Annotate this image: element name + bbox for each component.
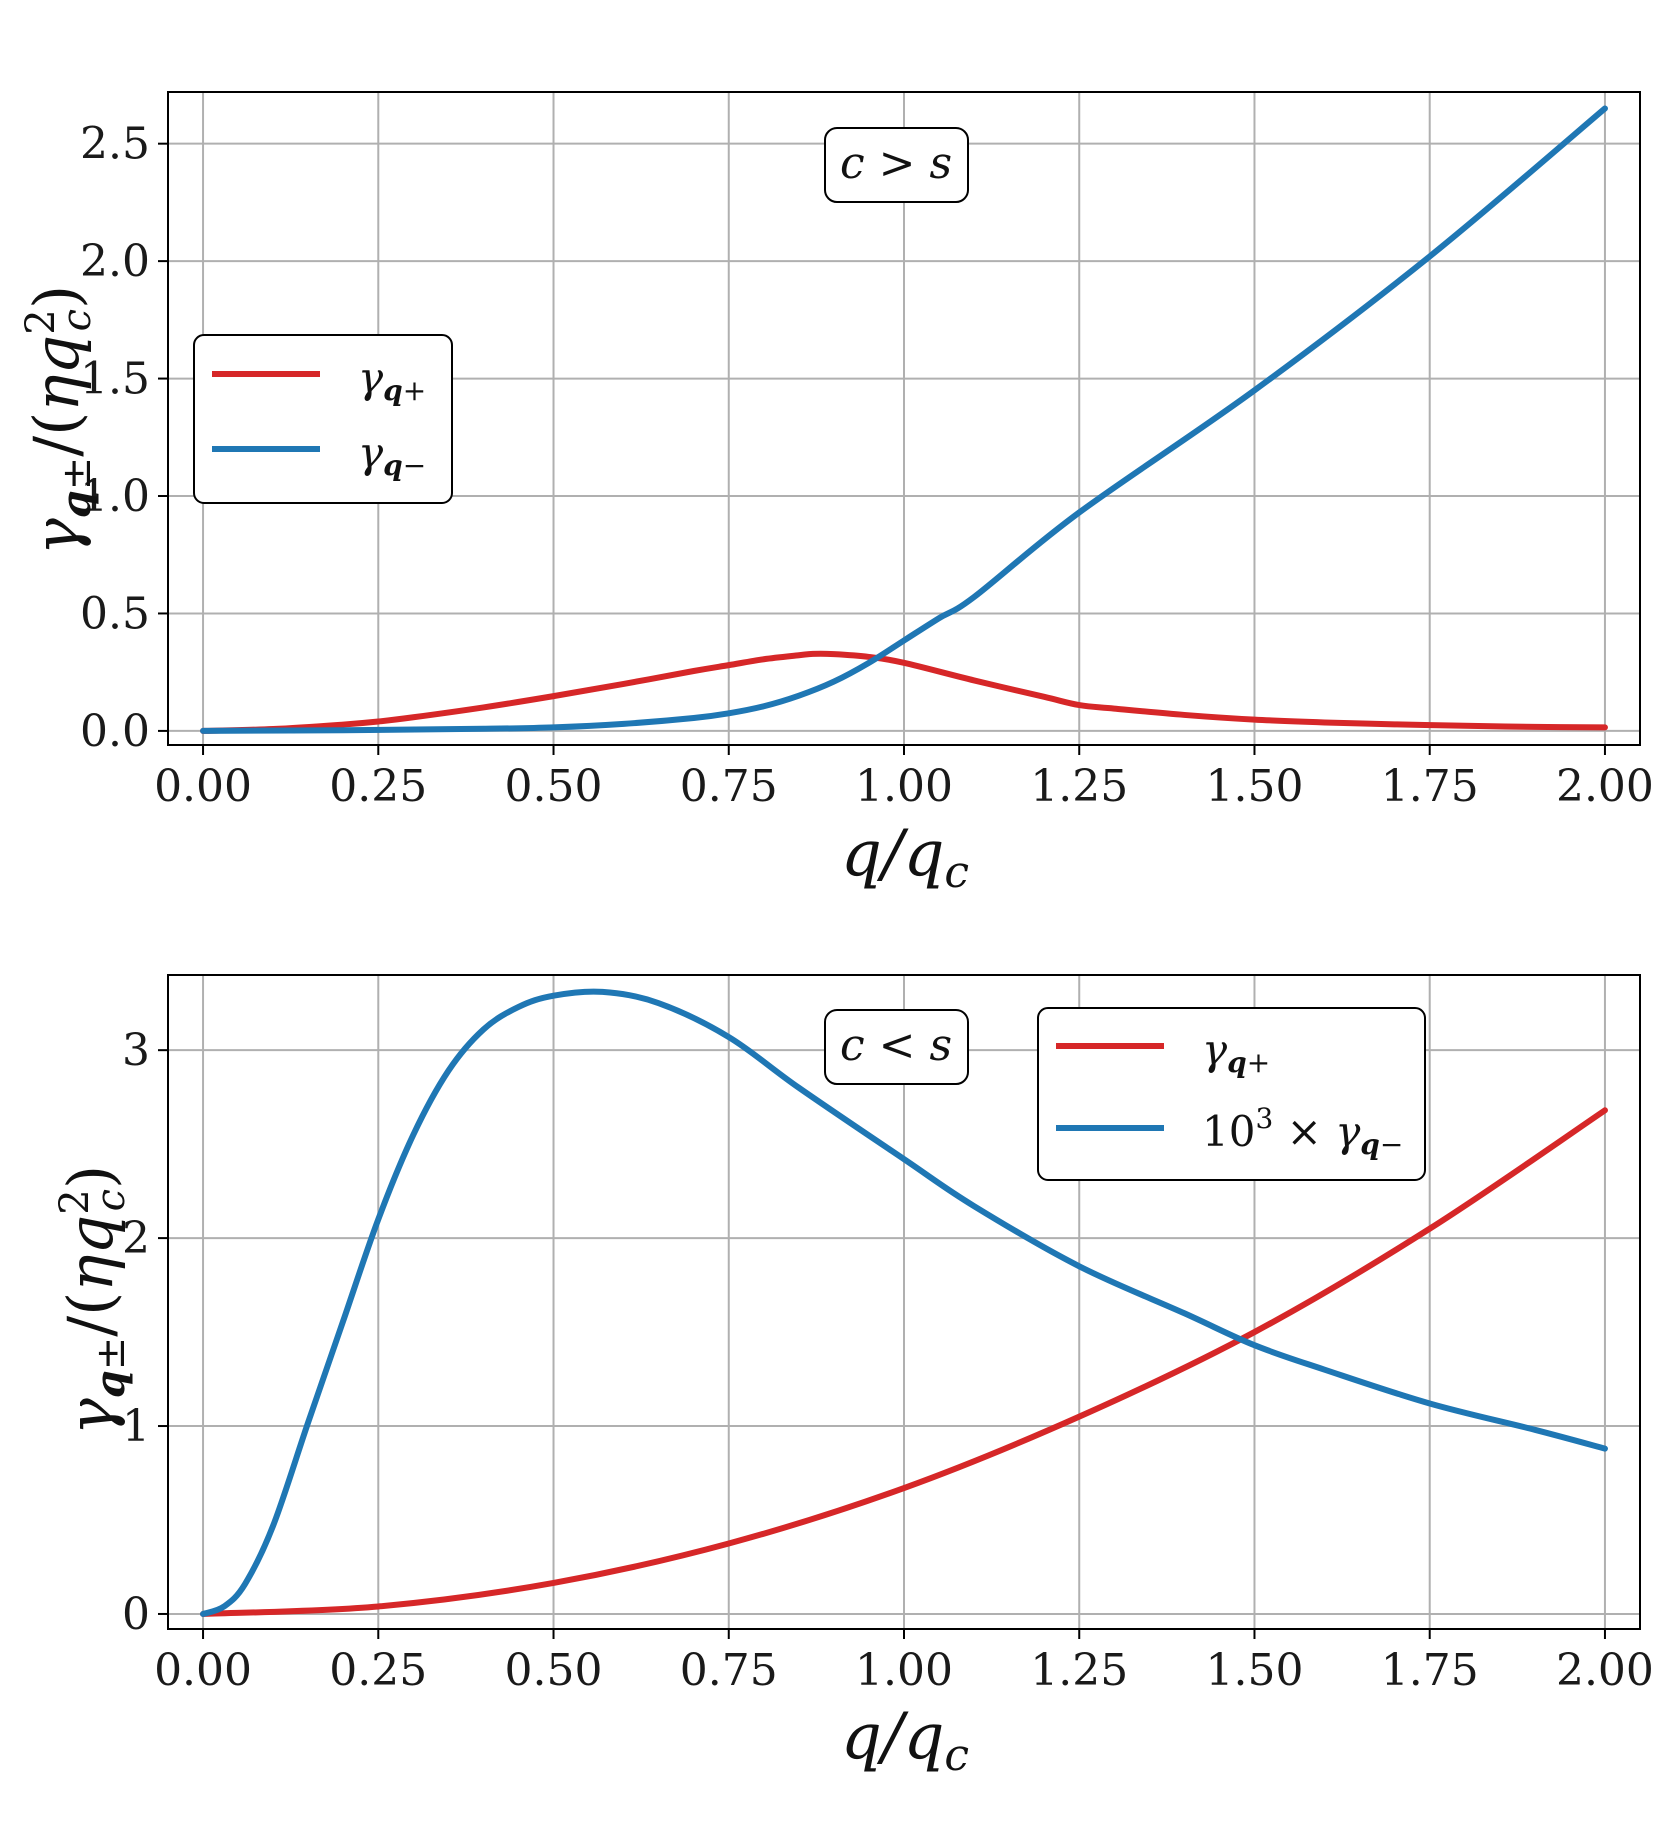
panel-top-series-0-line — [200, 650, 1608, 734]
panel-bottom-ytick-label-0: 0 — [122, 1589, 150, 1640]
panel-bottom-legend: γq+ 103 × γq− — [1037, 1007, 1426, 1181]
panel-top-xtick-label-5: 1.25 — [1030, 761, 1128, 812]
panel-top-ytick-label-4: 2.0 — [80, 236, 150, 287]
panel-top-ylabel: γq±/(ηq2c) — [18, 285, 100, 556]
panel-top-ytick-label-1: 0.5 — [80, 588, 150, 639]
panel-top-series — [200, 105, 1608, 734]
panel-top-series-1-line — [200, 105, 1608, 734]
panel-top-xtick-label-7: 1.75 — [1381, 761, 1479, 812]
panel-bottom-ytick-label-2: 2 — [122, 1213, 150, 1264]
panel-top-xtick-label-6: 1.50 — [1205, 761, 1303, 812]
panel-top-xtick-label-2: 0.50 — [505, 761, 603, 812]
panel-top-legend: γq+ γq− — [193, 334, 453, 504]
panel-bottom-xlabel: q/qc — [841, 1700, 969, 1781]
panel-bottom-ytick-label-3: 3 — [122, 1025, 150, 1076]
panel-top-ytick-label-5: 2.5 — [80, 119, 150, 170]
panel-bottom-xtick-label-1: 0.25 — [329, 1645, 427, 1696]
panel-bottom-xtick-label-8: 2.00 — [1556, 1645, 1654, 1696]
panel-top-yticks: 0.0 0.5 1.0 1.5 2.0 2.5 — [80, 119, 168, 757]
panel-bottom-annotation: c < s — [840, 1020, 952, 1071]
panel-bottom-xtick-label-7: 1.75 — [1381, 1645, 1479, 1696]
panel-bottom-series-1-line — [200, 988, 1608, 1617]
panel-bottom-xtick-label-5: 1.25 — [1030, 1645, 1128, 1696]
panel-bottom-xtick-label-6: 1.50 — [1205, 1645, 1303, 1696]
panel-bottom-series — [200, 988, 1608, 1617]
panel-top-xtick-label-4: 1.00 — [855, 761, 953, 812]
panel-top-xtick-label-0: 0.00 — [154, 761, 252, 812]
panel-top-ytick-label-0: 0.0 — [80, 706, 150, 757]
panel-bottom-annotation-box — [824, 1009, 969, 1085]
panel-top-xticks: 0.00 0.25 0.50 0.75 1.00 1.25 1.50 1.75 2.00 — [154, 745, 1654, 812]
panel-bottom-ytick-label-1: 1 — [122, 1401, 150, 1452]
panel-bottom-xtick-label-3: 0.75 — [680, 1645, 778, 1696]
panel-top-annotation-box — [824, 127, 969, 203]
panel-bottom-xticks: 0.00 0.25 0.50 0.75 1.00 1.25 1.50 1.75 2.00 — [154, 1629, 1654, 1696]
panel-bottom-yticks: 0 1 2 3 — [122, 1025, 168, 1640]
panel-top-xlabel: q/qc — [841, 817, 969, 898]
panel-top-annotation: c > s — [840, 138, 952, 189]
panel-top-ytick-label-2: 1.0 — [80, 471, 150, 522]
panel-bottom-xtick-label-2: 0.50 — [505, 1645, 603, 1696]
panel-bottom-xtick-label-0: 0.00 — [154, 1645, 252, 1696]
panel-top-xtick-label-1: 0.25 — [329, 761, 427, 812]
panel-top-ytick-label-3: 1.5 — [80, 354, 150, 405]
panel-bottom-series-0-line — [200, 1107, 1608, 1617]
panel-top: 0.00 0.25 0.50 0.75 1.00 1.25 1.50 1.75 2.00 0.0… — [18, 91, 1654, 898]
panel-top-xtick-label-3: 0.75 — [680, 761, 778, 812]
panel-bottom-xtick-label-4: 1.00 — [855, 1645, 953, 1696]
panel-bottom-ylabel: γq±/(ηq2c) — [52, 1165, 134, 1436]
panel-bottom-legend-box — [1037, 1007, 1426, 1181]
panel-bottom: 0.00 0.25 0.50 0.75 1.00 1.25 1.50 1.75 2.00 0 1 2… — [52, 974, 1654, 1781]
panel-top-xtick-label-8: 2.00 — [1556, 761, 1654, 812]
